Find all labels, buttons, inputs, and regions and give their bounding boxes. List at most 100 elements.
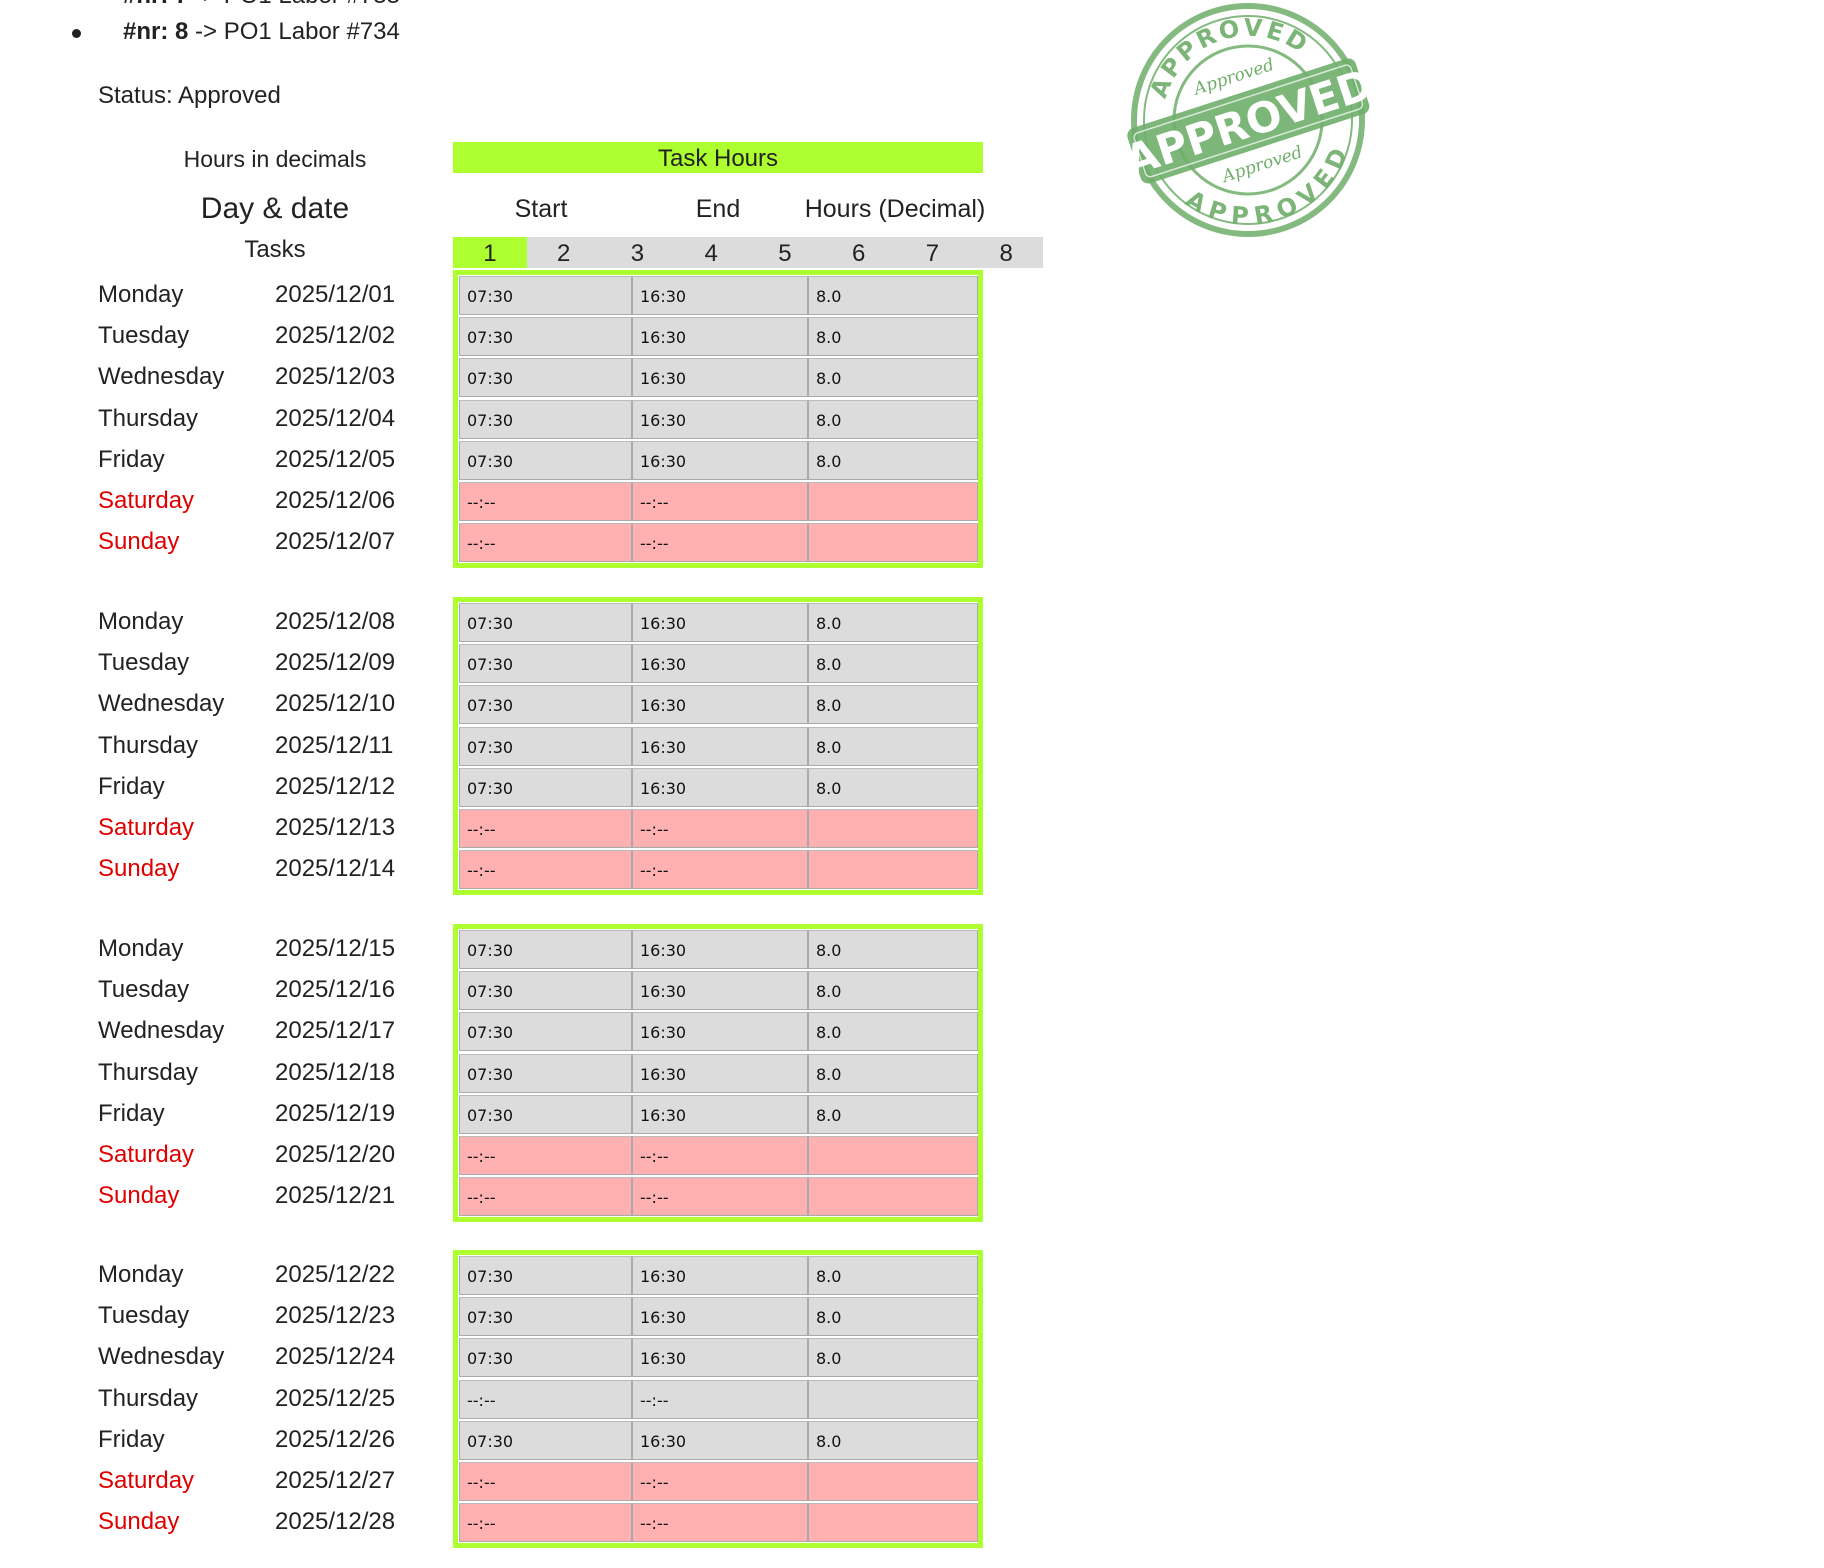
end-time-input[interactable]: --:--	[632, 1177, 808, 1217]
start-time-input[interactable]: 07:30	[459, 1420, 632, 1460]
start-time-input[interactable]: 07:30	[459, 358, 632, 398]
end-time-input[interactable]: --:--	[632, 850, 808, 890]
start-time-input[interactable]: --:--	[459, 808, 632, 848]
week-block: 07:30 16:30 8.0 07:30 16:30 8.0 07:30 16:30 8.0 0…	[453, 924, 983, 1223]
tab-2[interactable]: 2	[556, 240, 571, 267]
end-time-input[interactable]: 16:30	[632, 644, 808, 684]
day-date: 2025/12/27	[275, 1467, 396, 1494]
start-time-input[interactable]: 07:30	[459, 767, 632, 807]
hours-decimal-field: 8.0	[808, 767, 978, 807]
start-time-input[interactable]: 07:30	[459, 276, 632, 315]
day-name: Saturday	[98, 1141, 195, 1168]
tab-8[interactable]: 8	[999, 240, 1013, 267]
start-time-input[interactable]: --:--	[459, 523, 632, 563]
start-time-input[interactable]: --:--	[459, 1379, 632, 1419]
day-name: Sunday	[98, 528, 180, 556]
end-time-input[interactable]: 16:30	[632, 767, 808, 807]
end-time-input[interactable]: 16:30	[632, 1094, 808, 1134]
end-time-input[interactable]: 16:30	[632, 971, 808, 1011]
end-time-input[interactable]: --:--	[632, 481, 808, 521]
end-time-input[interactable]: 16:30	[632, 685, 808, 725]
day-date: 2025/12/22	[275, 1261, 396, 1288]
bullet-icon	[72, 29, 81, 38]
end-time-input[interactable]: --:--	[632, 1503, 808, 1543]
start-time-input[interactable]: --:--	[459, 1177, 632, 1217]
hours-decimal-field	[808, 523, 978, 563]
start-time-input[interactable]: 07:30	[459, 603, 632, 642]
tab-7[interactable]: 7	[925, 240, 940, 267]
end-time-input[interactable]: 16:30	[632, 1012, 808, 1052]
table-row: --:-- --:--	[458, 1135, 978, 1176]
table-row: 07:30 16:30 8.0	[458, 1255, 978, 1296]
end-time-input[interactable]: 16:30	[632, 1420, 808, 1460]
list-item-text: -> PO1 Labor #734	[188, 18, 400, 45]
start-time-input[interactable]: 07:30	[459, 971, 632, 1011]
day-date: 2025/12/21	[275, 1182, 396, 1210]
hours-decimal-field: 8.0	[808, 971, 978, 1011]
start-time-input[interactable]: 07:30	[459, 399, 632, 439]
hours-decimal-field: 8.0	[808, 1297, 978, 1337]
end-time-input[interactable]: 16:30	[632, 358, 808, 398]
end-time-input[interactable]: 16:30	[632, 603, 808, 642]
list-item: #nr: 8 -> PO1 Labor #734	[123, 18, 400, 46]
start-time-input[interactable]: 07:30	[459, 685, 632, 725]
start-time-input[interactable]: 07:30	[459, 1053, 632, 1093]
tab-4[interactable]: 4	[704, 240, 718, 267]
end-time-input[interactable]: 16:30	[632, 1256, 808, 1295]
tab-3[interactable]: 3	[630, 240, 645, 267]
table-row: 07:30 16:30 8.0	[458, 275, 978, 316]
start-time-input[interactable]: 07:30	[459, 317, 632, 357]
start-time-input[interactable]: 07:30	[459, 1256, 632, 1295]
end-time-input[interactable]: --:--	[632, 1379, 808, 1419]
start-time-input[interactable]: 07:30	[459, 1094, 632, 1134]
end-time-input[interactable]: 16:30	[632, 1053, 808, 1093]
start-time-input[interactable]: --:--	[459, 1461, 632, 1501]
tab-6[interactable]: 6	[851, 240, 866, 267]
start-time-input[interactable]: --:--	[459, 1135, 632, 1175]
day-date: 2025/12/09	[275, 649, 396, 677]
table-row: 07:30 16:30 8.0	[458, 357, 978, 398]
start-time-input[interactable]: 07:30	[459, 1338, 632, 1378]
tab-1[interactable]: 1	[453, 237, 527, 268]
table-row: --:-- --:--	[458, 522, 978, 563]
day-date: 2025/12/02	[275, 322, 396, 350]
table-row: 07:30 16:30 8.0	[458, 684, 978, 725]
table-row: 07:30 16:30 8.0	[458, 1053, 978, 1094]
status-text: Status: Approved	[98, 82, 281, 109]
start-time-input[interactable]: 07:30	[459, 440, 632, 480]
day-date: 2025/12/13	[275, 814, 396, 841]
tab-5[interactable]: 5	[778, 240, 792, 267]
hours-decimal-field: 8.0	[808, 1256, 978, 1295]
hours-decimal-field: 8.0	[808, 930, 978, 969]
start-time-input[interactable]: 07:30	[459, 930, 632, 969]
end-time-input[interactable]: 16:30	[632, 317, 808, 357]
end-time-input[interactable]: 16:30	[632, 1297, 808, 1337]
end-time-input[interactable]: 16:30	[632, 276, 808, 315]
week-block: 07:30 16:30 8.0 07:30 16:30 8.0 07:30 16:30 8.0-…	[453, 1250, 983, 1549]
day-date: 2025/12/08	[275, 608, 396, 635]
end-time-input[interactable]: --:--	[632, 1461, 808, 1501]
table-row: 07:30 16:30 8.0	[458, 440, 978, 481]
end-time-input[interactable]: 16:30	[632, 1338, 808, 1378]
day-name: Wednesday	[98, 1017, 225, 1045]
task-tabs: 1 2 3 4 5 6 7 8	[453, 237, 1043, 268]
start-time-input[interactable]: --:--	[459, 481, 632, 521]
end-time-input[interactable]: --:--	[632, 808, 808, 848]
start-time-input[interactable]: --:--	[459, 850, 632, 890]
end-time-input[interactable]: --:--	[632, 523, 808, 563]
column-end: End	[695, 195, 741, 223]
table-row: 07:30 16:30 8.0	[458, 767, 978, 808]
end-time-input[interactable]: 16:30	[632, 399, 808, 439]
end-time-input[interactable]: --:--	[632, 1135, 808, 1175]
start-time-input[interactable]: 07:30	[459, 726, 632, 766]
start-time-input[interactable]: 07:30	[459, 1297, 632, 1337]
end-time-input[interactable]: 16:30	[632, 726, 808, 766]
end-time-input[interactable]: 16:30	[632, 930, 808, 969]
table-row: 07:30 16:30 8.0	[458, 929, 978, 970]
start-time-input[interactable]: --:--	[459, 1503, 632, 1543]
start-time-input[interactable]: 07:30	[459, 644, 632, 684]
day-date: 2025/12/14	[275, 855, 396, 883]
end-time-input[interactable]: 16:30	[632, 440, 808, 480]
week-block: 07:30 16:30 8.0 07:30 16:30 8.0 07:30 16:30 8.0 0…	[453, 270, 983, 569]
start-time-input[interactable]: 07:30	[459, 1012, 632, 1052]
